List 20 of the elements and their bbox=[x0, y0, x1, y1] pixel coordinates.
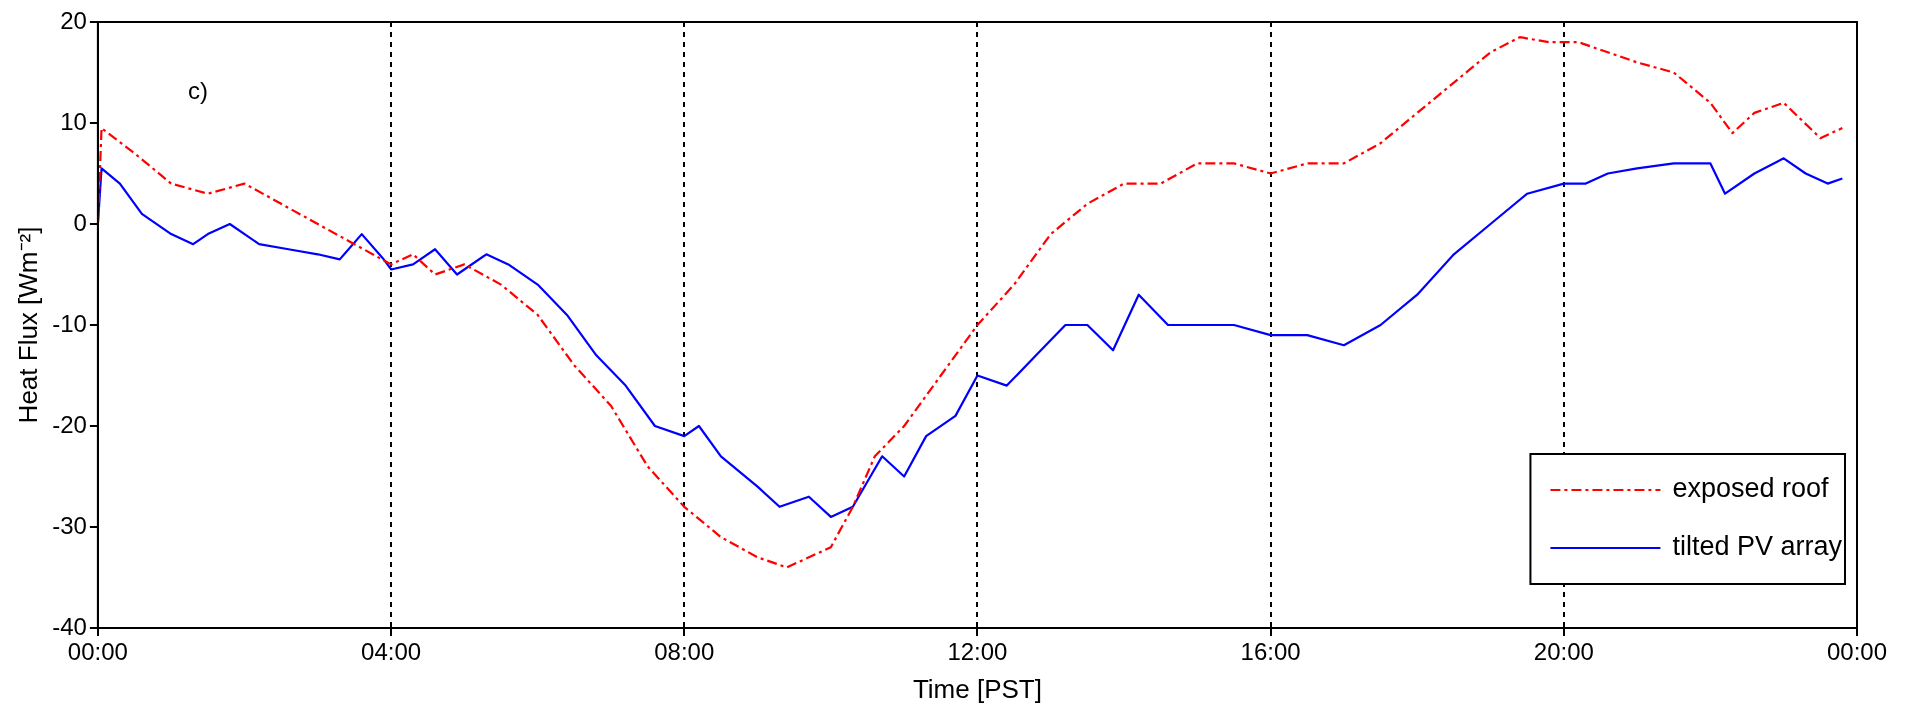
x-tick-label: 04:00 bbox=[361, 638, 422, 666]
line-series bbox=[97, 36, 1844, 569]
legend-label: exposed roof bbox=[1672, 473, 1830, 504]
x-tick-label: 12:00 bbox=[947, 638, 1008, 666]
x-axis-title: Time [PST] bbox=[912, 673, 1042, 704]
x-tick-label: 00:00 bbox=[1826, 638, 1888, 666]
y-tick-label: 10 bbox=[60, 107, 87, 135]
x-tick-label: 00:00 bbox=[67, 638, 128, 666]
y-tick-label: 0 bbox=[73, 208, 87, 236]
x-tick-label: 20:00 bbox=[1533, 638, 1594, 666]
legend-label: tilted PV array bbox=[1672, 531, 1843, 562]
x-tick-label: 16:00 bbox=[1240, 638, 1301, 666]
y-tick-label: -30 bbox=[52, 511, 87, 539]
y-tick-label: -10 bbox=[52, 309, 87, 337]
y-tick-label: 20 bbox=[60, 6, 87, 34]
y-tick-label: -20 bbox=[52, 410, 87, 438]
y-tick-label: -40 bbox=[52, 612, 87, 640]
annotation: c) bbox=[187, 76, 208, 104]
y-axis-title: Heat Flux [Wm⁻²] bbox=[12, 226, 43, 424]
x-tick-label: 08:00 bbox=[654, 638, 715, 666]
